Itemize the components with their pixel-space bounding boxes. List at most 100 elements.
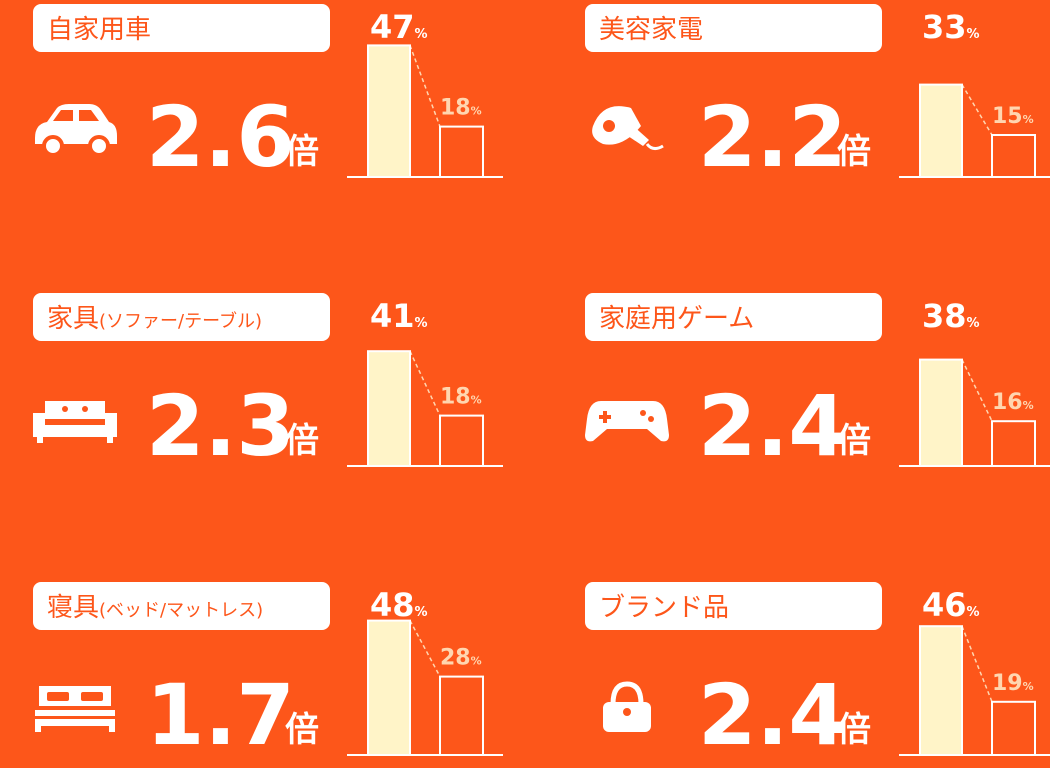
bar-value-label: 18% xyxy=(440,96,482,121)
label-box xyxy=(33,293,330,341)
bar-unit: % xyxy=(1023,399,1034,412)
ratio-value: 2.6 xyxy=(146,88,295,186)
bar-value-label: 46% xyxy=(922,586,980,624)
bar-value: 28 xyxy=(440,646,471,671)
bar xyxy=(367,350,411,468)
ratio-unit: 倍 xyxy=(837,132,871,172)
icon-shape xyxy=(645,143,664,151)
bar-value: 18 xyxy=(440,385,471,410)
icon-shape xyxy=(53,110,99,121)
panel-label: 家具(ソファー/テーブル) xyxy=(47,304,262,334)
bar-value-label: 41% xyxy=(370,297,428,335)
bar-value-label: 48% xyxy=(370,586,428,624)
icon-shape xyxy=(35,716,115,719)
bar-value-label: 15% xyxy=(992,104,1034,129)
label-main: 寝具 xyxy=(47,593,99,623)
bar-value-label: 47% xyxy=(370,8,428,46)
label-main: 家具 xyxy=(47,304,99,334)
icon xyxy=(592,106,664,151)
icon-shape xyxy=(599,411,611,423)
icon-shape xyxy=(625,124,649,146)
bar-value: 15 xyxy=(992,104,1023,129)
icon-shape xyxy=(82,406,88,412)
bar-value-label: 38% xyxy=(922,297,980,335)
icon-shape xyxy=(33,401,117,443)
bar-value-label: 16% xyxy=(992,390,1034,415)
bar-value: 48 xyxy=(370,586,415,624)
icon-shape xyxy=(610,681,644,705)
bar-value: 33 xyxy=(922,8,967,46)
dashed-connector xyxy=(409,350,441,416)
dashed-connector xyxy=(409,45,441,127)
label-main: 美容家電 xyxy=(599,15,703,45)
bar-value-label: 18% xyxy=(440,385,482,410)
label-box xyxy=(585,4,882,52)
panel-label: ブランド品 xyxy=(599,593,729,623)
ratio-unit: 倍 xyxy=(837,421,871,461)
label-sub: (ベッド/マットレス) xyxy=(99,600,263,621)
ratio-unit: 倍 xyxy=(285,710,319,750)
icon-shape xyxy=(35,104,117,144)
icon-shape xyxy=(603,120,615,132)
icon-shape xyxy=(640,410,646,416)
bar xyxy=(367,619,411,756)
icon-shape xyxy=(648,416,654,422)
bar-unit: % xyxy=(967,27,980,42)
bar xyxy=(919,358,963,468)
label-main: ブランド品 xyxy=(599,593,729,623)
label-box xyxy=(585,293,882,341)
icon-shape xyxy=(603,702,651,732)
bar-value-label: 33% xyxy=(922,8,980,46)
label-sub: (ソファー/テーブル) xyxy=(99,310,262,332)
bar-unit: % xyxy=(415,605,428,620)
label-box xyxy=(33,4,330,52)
dashed-connector xyxy=(961,359,993,422)
ratio-value: 2.4 xyxy=(698,377,847,475)
ratio-value: 2.3 xyxy=(146,377,295,475)
bar-unit: % xyxy=(471,105,482,118)
label-box xyxy=(33,582,330,630)
bar-unit: % xyxy=(471,394,482,407)
bar-value: 16 xyxy=(992,390,1023,415)
bar-unit: % xyxy=(967,316,980,331)
bar-value: 38 xyxy=(922,297,967,335)
bar-value-label: 19% xyxy=(992,671,1034,696)
panel-label: 自家用車 xyxy=(47,15,151,45)
panel-label: 家庭用ゲーム xyxy=(599,304,754,334)
icon xyxy=(35,686,115,732)
bar-value-label: 28% xyxy=(440,646,482,671)
bar-unit: % xyxy=(415,316,428,331)
dashed-connector xyxy=(409,620,441,677)
icon-shape xyxy=(62,406,68,412)
bar-value: 18 xyxy=(440,96,471,121)
bar-unit: % xyxy=(967,605,980,620)
icon-shape xyxy=(623,708,631,716)
label-box xyxy=(585,582,882,630)
panel-label: 美容家電 xyxy=(599,15,703,45)
label-main: 自家用車 xyxy=(47,15,151,45)
bar-unit: % xyxy=(1023,113,1034,126)
label-main: 家庭用ゲーム xyxy=(599,304,754,334)
bar xyxy=(919,625,963,757)
bar-unit: % xyxy=(471,655,482,668)
icon-shape xyxy=(47,692,69,701)
icon xyxy=(585,401,669,442)
ratio-value: 2.2 xyxy=(698,88,847,186)
icon xyxy=(33,401,117,443)
icon xyxy=(603,681,651,732)
icon-shape xyxy=(81,692,103,701)
bar-value: 47 xyxy=(370,8,415,46)
bar-unit: % xyxy=(415,27,428,42)
icon-shape xyxy=(88,135,110,157)
dashed-connector xyxy=(961,84,993,136)
ratio-unit: 倍 xyxy=(837,710,871,750)
bar xyxy=(919,83,963,178)
ratio-unit: 倍 xyxy=(285,132,319,172)
bar xyxy=(367,44,411,179)
bar-value: 19 xyxy=(992,671,1023,696)
ratio-value: 1.7 xyxy=(146,666,295,764)
bar-value: 41 xyxy=(370,297,415,335)
bar-unit: % xyxy=(1023,680,1034,693)
